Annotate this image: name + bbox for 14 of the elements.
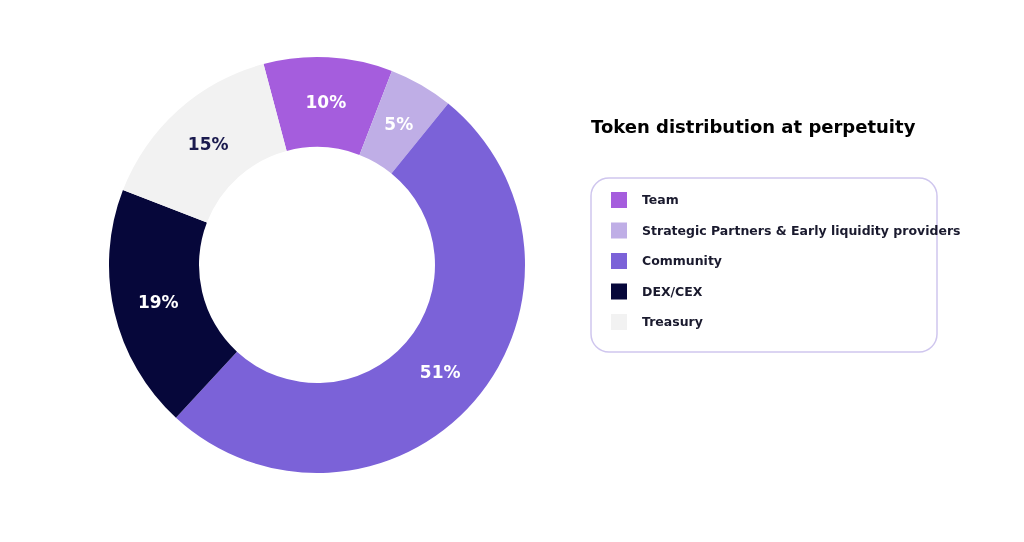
legend-label: Community (642, 253, 723, 269)
legend-label: DEX/CEX (642, 283, 703, 299)
data-label: 10% (305, 92, 347, 113)
data-label: 5% (384, 113, 414, 134)
legend-label: Strategic Partners & Early liquidity providers (642, 222, 961, 238)
legend-label: Treasury (642, 314, 703, 330)
data-label: 19% (137, 291, 179, 312)
text: Token distribution at perpetuity (591, 116, 916, 138)
legend-label: Team (642, 192, 679, 208)
data-label: 15% (187, 133, 229, 154)
donut-slice (109, 190, 237, 418)
donut-slice (122, 63, 287, 223)
data-label: 51% (419, 361, 461, 382)
donut-slice (359, 70, 449, 174)
